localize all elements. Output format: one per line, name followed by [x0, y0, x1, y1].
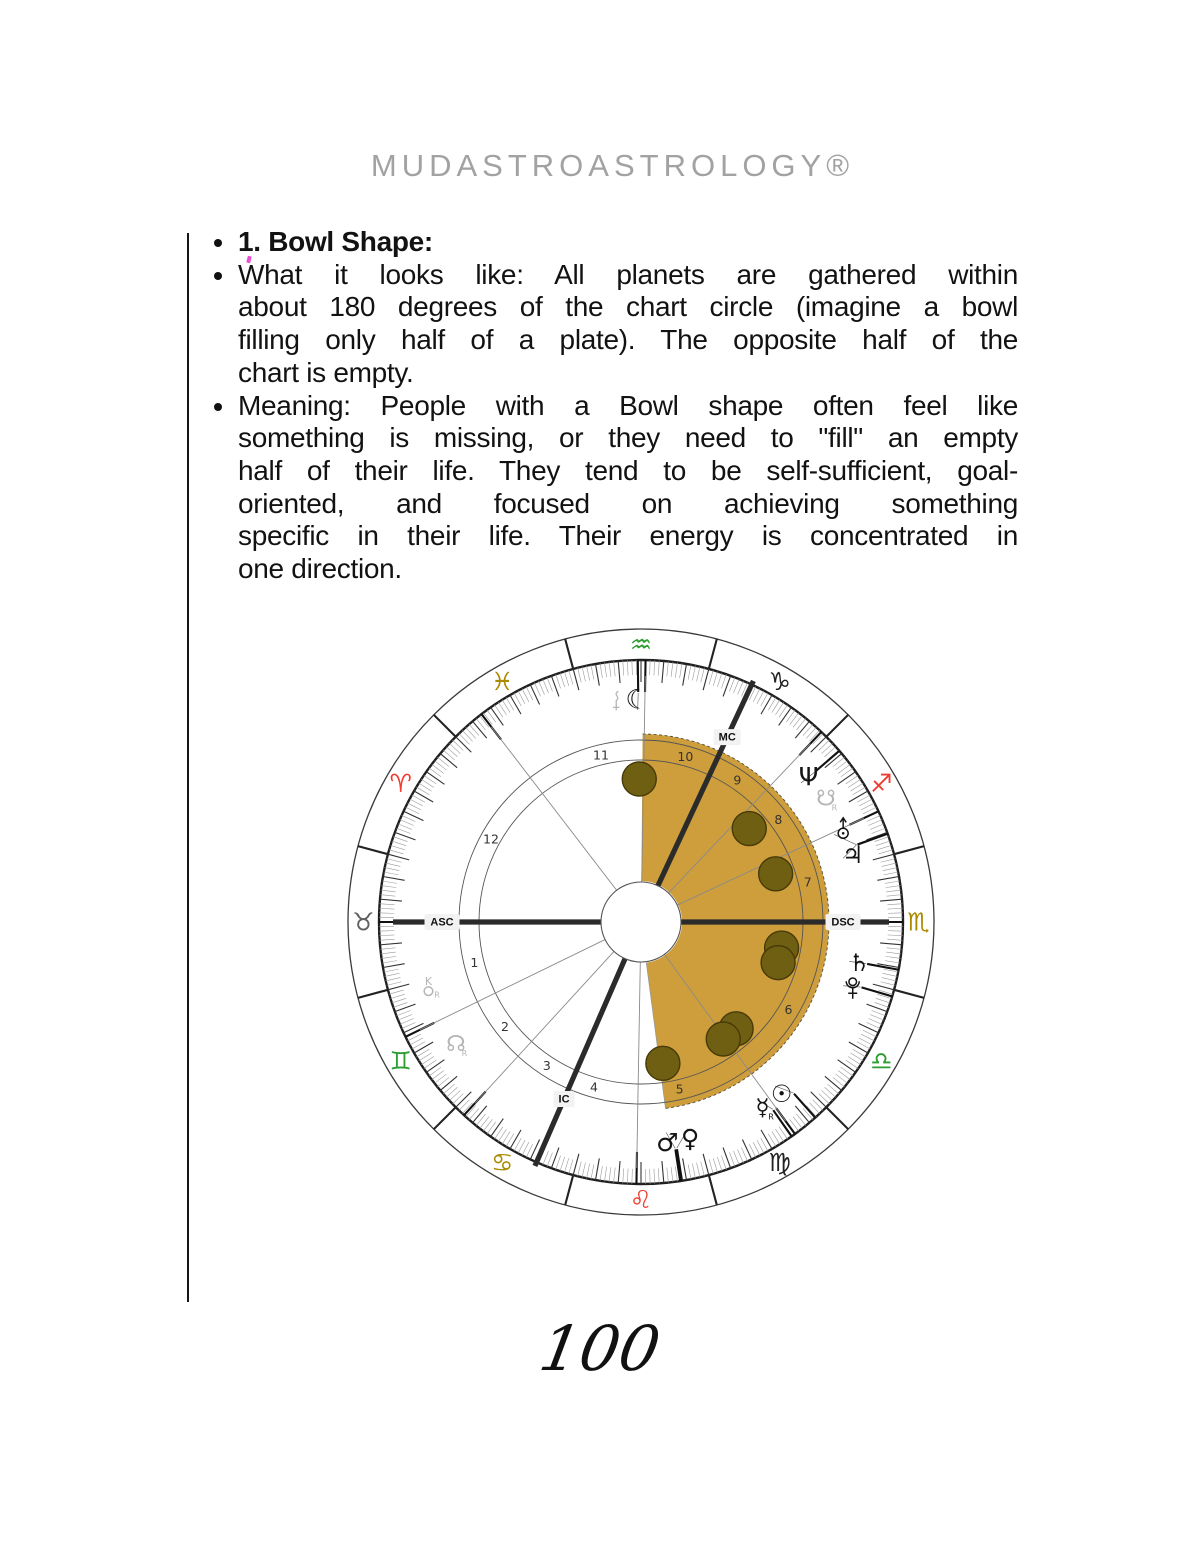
paragraph-line: chart is empty. — [238, 356, 414, 388]
svg-text:Ψ: Ψ — [799, 762, 819, 791]
svg-text:☊: ☊ — [446, 1032, 466, 1057]
house-number-9: 9 — [733, 773, 741, 788]
section-heading: 1. Bowl Shape: — [238, 226, 433, 257]
paragraph-line: half of their life. They tend to be self… — [238, 454, 1018, 486]
svg-text:♂: ♂ — [656, 1128, 678, 1157]
brand-header: MUDASTROASTROLOGY® — [370, 148, 855, 183]
sign-glyph-cancer: ♋ — [491, 1148, 513, 1177]
paragraph-meaning: Meaning: People with a Bowl shape often … — [238, 390, 1018, 586]
natal-chart-bowl-diagram: ♒ ♑ ♐ ♏ ♎ ♍ ♌ ♋ ♊ ♉ ♈ ♓ 1 2 3 4 5 6 7 8 9 10 11 12 ☾ Ψ ☋ R ♃ ♄ ☉ ☿ R ♀ ♂ K R… — [341, 622, 941, 1222]
paragraph-line: one direction. — [238, 553, 402, 585]
paragraph-line: something is missing, or they need to "f… — [238, 422, 1018, 454]
house-number-6: 6 — [784, 1002, 792, 1017]
axis-label-asc: ASC — [424, 914, 460, 930]
bowl-rough-edge — [642, 733, 830, 1109]
planet-glyph-north-node: ☊R — [446, 1032, 467, 1058]
planet-dot — [645, 1045, 681, 1082]
svg-text:DSC: DSC — [831, 917, 854, 929]
planet-glyph-moon: ☾ — [625, 685, 649, 716]
bullet-list: 1. Bowl Shape: What it looks like: All p… — [205, 226, 1018, 586]
sign-glyph-aquarius: ♒ — [630, 630, 652, 659]
paragraph-line: about 180 degrees of the chart circle (i… — [238, 291, 1018, 323]
retrograde-marker: R — [434, 991, 440, 1000]
svg-text:☉: ☉ — [771, 1080, 793, 1108]
house-number-5: 5 — [676, 1082, 684, 1097]
planet-glyph-saturn: ♄ — [848, 949, 870, 977]
house-number-4: 4 — [590, 1079, 598, 1094]
svg-text:☿: ☿ — [755, 1095, 769, 1121]
axis-label-dsc: DSC — [825, 914, 861, 930]
paragraph-what-it-looks-like: What it looks like: All planets are gath… — [238, 259, 1018, 390]
bullet-item-meaning: Meaning: People with a Bowl shape often … — [205, 390, 1018, 586]
planet-glyph-neptune: Ψ — [799, 762, 819, 791]
sign-glyph-leo: ♌ — [630, 1185, 652, 1214]
svg-text:♄: ♄ — [848, 949, 870, 977]
retrograde-marker: R — [832, 804, 838, 813]
planet-glyph-jupiter: ♃ — [842, 841, 864, 869]
sign-glyph-pisces: ♓ — [491, 667, 513, 696]
planet-glyph-mars: ♂ — [656, 1128, 678, 1157]
paragraph-line: oriented, and focused on achieving somet… — [238, 487, 1018, 519]
left-margin-rule — [187, 233, 189, 1302]
planet-dot — [731, 810, 767, 847]
sign-glyph-scorpio: ♏ — [907, 908, 929, 937]
bullet-marker — [205, 259, 238, 280]
planet-glyph-chiron: KR — [423, 975, 440, 1000]
planet-glyph-venus: ♀ — [681, 1124, 699, 1153]
paragraph-line: specific in their life. Their energy is … — [238, 520, 1018, 552]
paragraph-line: What it looks like: All planets are gath… — [238, 258, 1018, 290]
axis-label-ic: IC — [553, 1090, 575, 1107]
svg-text:☋: ☋ — [816, 787, 836, 812]
sign-glyph-aries: ♈ — [389, 769, 411, 798]
planet-dot — [621, 761, 657, 797]
sign-glyph-gemini: ♊ — [389, 1046, 411, 1075]
paragraph-line: filling only half of a plate). The oppos… — [238, 324, 1018, 356]
house-number-7: 7 — [804, 874, 812, 889]
planet-glyph-uranus — [837, 816, 849, 840]
house-number-11: 11 — [593, 748, 609, 763]
bullet-marker — [205, 390, 238, 411]
svg-text:K: K — [425, 975, 433, 988]
retrograde-marker: R — [462, 1049, 468, 1058]
svg-text:ASC: ASC — [430, 917, 453, 929]
house-number-3: 3 — [543, 1058, 551, 1073]
retrograde-marker: R — [768, 1112, 774, 1121]
planet-glyph-mercury: ☿R — [755, 1095, 774, 1122]
svg-text:IC: IC — [559, 1093, 570, 1105]
sign-glyph-sagittarius: ♐ — [870, 769, 892, 798]
planet-dot — [757, 856, 794, 892]
planet-dot — [705, 1021, 741, 1057]
sign-glyph-taurus: ♉ — [352, 908, 374, 937]
sign-glyph-capricorn: ♑ — [769, 667, 791, 696]
planet-glyph-pluto — [845, 977, 860, 999]
house-number-2: 2 — [501, 1019, 509, 1034]
bullet-item-what-it-looks-like: What it looks like: All planets are gath… — [205, 259, 1018, 390]
sign-glyph-virgo: ♍ — [769, 1148, 791, 1177]
axis-label-mc: MC — [713, 729, 741, 746]
paragraph-line: Meaning: People with a Bowl shape often … — [238, 389, 1018, 421]
sign-glyph-libra: ♎ — [870, 1046, 892, 1075]
house-number-12: 12 — [483, 831, 499, 846]
bullet-marker — [205, 226, 238, 247]
bullet-item-heading: 1. Bowl Shape: — [205, 226, 1018, 259]
svg-text:☾: ☾ — [625, 685, 649, 716]
planet-glyph-lilith — [613, 690, 620, 711]
svg-text:♀: ♀ — [681, 1124, 699, 1153]
house-number-10: 10 — [677, 749, 693, 764]
house-number-1: 1 — [470, 955, 478, 970]
planet-glyph-south-node: ☋R — [816, 787, 837, 813]
planet-glyph-sun: ☉ — [771, 1080, 793, 1108]
planet-dot — [760, 944, 796, 981]
page-number: 100 — [534, 1312, 666, 1385]
house-number-8: 8 — [774, 812, 782, 827]
svg-text:♃: ♃ — [842, 841, 864, 869]
svg-text:MC: MC — [719, 732, 736, 744]
